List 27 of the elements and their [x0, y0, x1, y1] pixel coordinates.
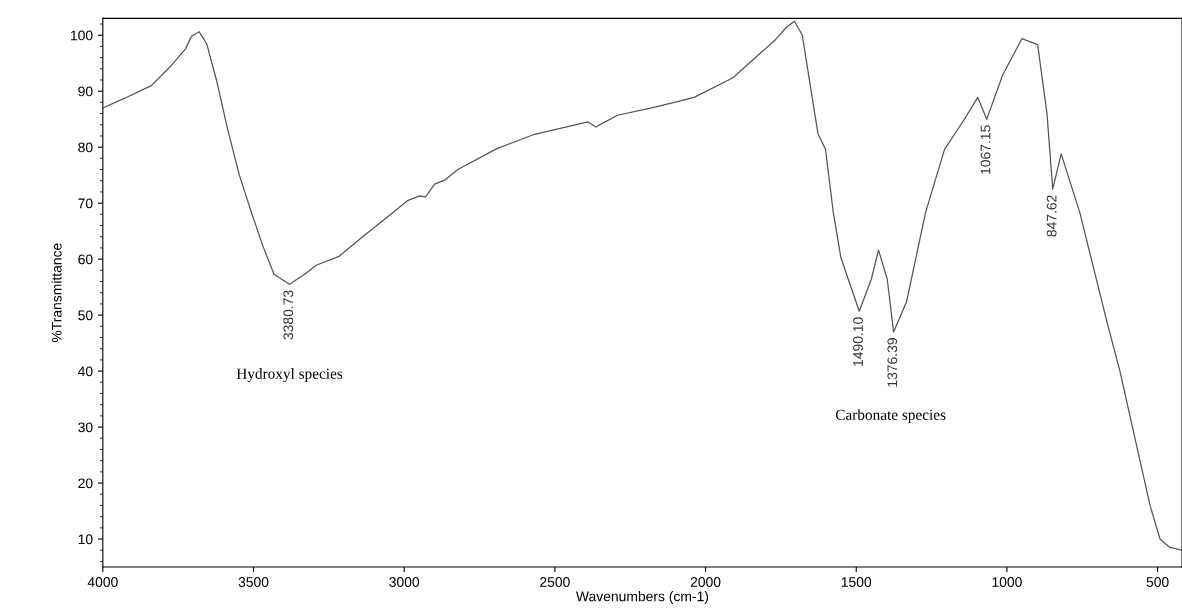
x-tick-label: 4000 — [87, 577, 118, 587]
y-tick-label: 50 — [78, 310, 93, 321]
annotation: 1067.15 — [980, 125, 991, 174]
y-tick-label: 40 — [77, 366, 93, 377]
x-tick-label: 3000 — [389, 577, 420, 587]
y-tick-label: 10 — [78, 534, 93, 545]
y-tick-label: 90 — [78, 86, 93, 97]
y-axis-title: %Transmittance — [51, 243, 62, 343]
y-tick-label: 100 — [71, 30, 93, 41]
annotation: 1376.39 — [887, 338, 898, 387]
y-tick-label: 20 — [78, 478, 93, 489]
x-tick-label: 3500 — [238, 577, 269, 587]
annotation: Carbonate species — [835, 409, 946, 424]
x-tick-label: 1000 — [992, 577, 1022, 587]
y-tick-label: 80 — [78, 142, 93, 153]
y-tick-label: 30 — [78, 422, 93, 433]
annotation: 1490.10 — [853, 317, 863, 366]
annotation: Hydroxyl species — [236, 368, 343, 382]
x-tick-label: 1500 — [841, 577, 872, 587]
y-tick-label: 70 — [78, 198, 93, 209]
x-axis-title: Wavenumbers (cm-1) — [575, 591, 709, 605]
y-tick-label: 60 — [78, 254, 93, 265]
annotation: 847.62 — [1046, 195, 1057, 237]
x-tick-label: 500 — [1146, 577, 1169, 587]
annotation: 3380.73 — [283, 290, 294, 340]
x-tick-label: 2500 — [540, 577, 570, 587]
x-tick-label: 2000 — [690, 577, 721, 587]
